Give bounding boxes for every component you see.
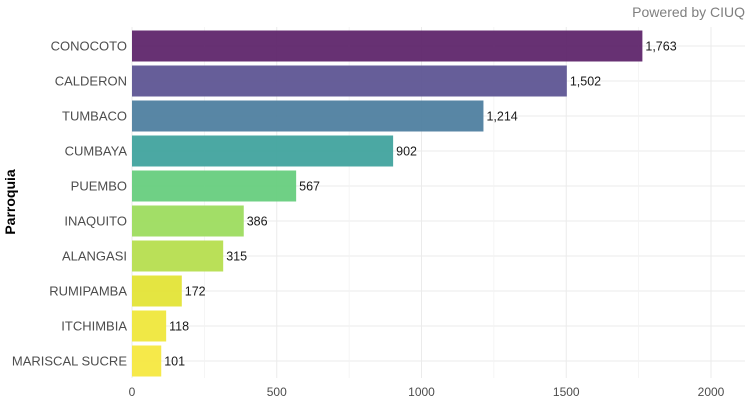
bar [132, 275, 182, 307]
y-axis-label: Parroquia [2, 169, 18, 235]
value-label: 1,502 [570, 75, 601, 89]
bar [132, 205, 244, 237]
value-label: 567 [299, 180, 320, 194]
category-label: RUMIPAMBA [49, 284, 127, 299]
category-label: TUMBACO [62, 109, 127, 124]
bar [132, 345, 162, 377]
value-label: 1,763 [645, 40, 676, 54]
category-label: CONOCOTO [51, 39, 127, 54]
value-label: 101 [164, 355, 185, 369]
value-label: 172 [185, 285, 206, 299]
bar [132, 65, 567, 97]
value-label: 1,214 [486, 110, 517, 124]
value-label: 902 [396, 145, 417, 159]
value-label: 118 [169, 320, 189, 334]
value-label: 315 [226, 250, 247, 264]
x-tick-label: 0 [129, 385, 136, 399]
category-label: MARISCAL SUCRE [12, 354, 127, 369]
x-tick-label: 500 [267, 385, 287, 399]
category-label: ITCHIMBIA [61, 319, 127, 334]
x-tick-label: 1000 [408, 385, 435, 399]
bar [132, 170, 297, 202]
bar [132, 240, 224, 272]
x-axis-tick-labels: 0 500 1000 1500 2000 [129, 385, 725, 399]
bar [132, 310, 167, 342]
bar [132, 135, 394, 167]
category-labels: CONOCOTO CALDERON TUMBACO CUMBAYA PUEMBO INAQ… [12, 39, 127, 369]
bar [132, 100, 484, 132]
value-labels: 1,763 1,502 1,214 902 567 386 315 172 118 101 [164, 40, 676, 369]
x-tick-label: 2000 [698, 385, 725, 399]
category-label: PUEMBO [71, 179, 127, 194]
value-label: 386 [247, 215, 268, 229]
chart-caption: Powered by CIUQ [632, 4, 745, 20]
category-label: CUMBAYA [65, 144, 128, 159]
bar [132, 30, 643, 62]
x-tick-label: 1500 [553, 385, 580, 399]
category-label: INAQUITO [64, 214, 127, 229]
category-label: CALDERON [55, 74, 127, 89]
bars [132, 30, 643, 377]
category-label: ALANGASI [62, 249, 127, 264]
